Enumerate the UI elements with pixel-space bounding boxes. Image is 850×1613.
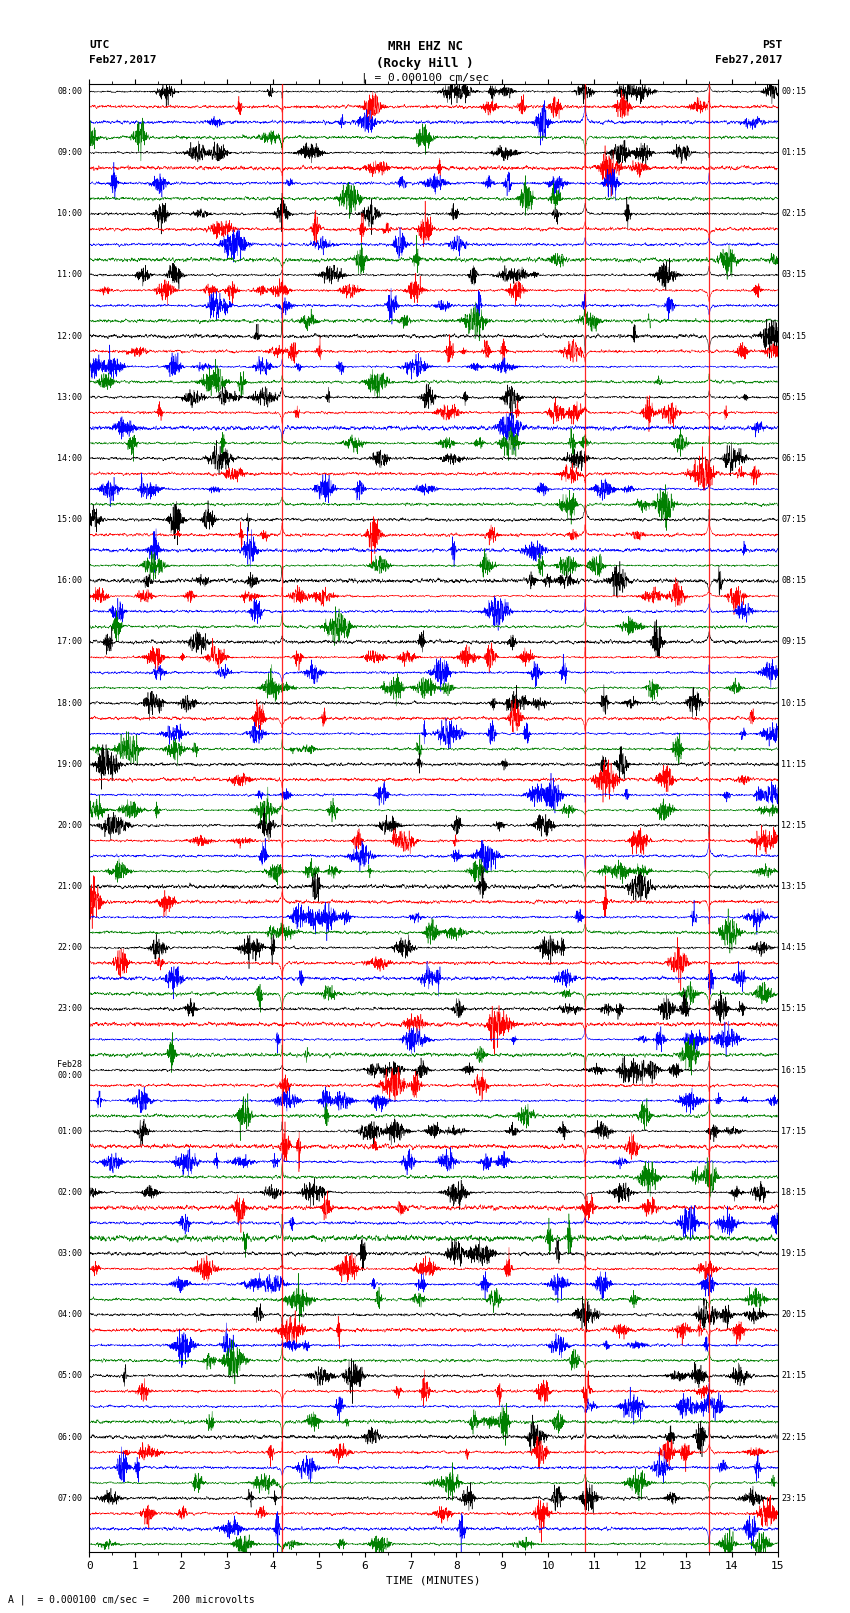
Text: 23:00: 23:00 <box>57 1005 82 1013</box>
Text: 08:15: 08:15 <box>781 576 806 586</box>
Text: 20:00: 20:00 <box>57 821 82 831</box>
Text: 13:00: 13:00 <box>57 394 82 402</box>
Text: 23:15: 23:15 <box>781 1494 806 1503</box>
Text: 11:15: 11:15 <box>781 760 806 769</box>
Text: 16:00: 16:00 <box>57 576 82 586</box>
Text: 05:15: 05:15 <box>781 394 806 402</box>
Text: (Rocky Hill ): (Rocky Hill ) <box>377 56 473 69</box>
Text: 06:15: 06:15 <box>781 453 806 463</box>
Text: 22:00: 22:00 <box>57 944 82 952</box>
Text: 16:15: 16:15 <box>781 1066 806 1074</box>
Text: UTC: UTC <box>89 40 110 50</box>
Text: 17:15: 17:15 <box>781 1127 806 1136</box>
Text: 10:15: 10:15 <box>781 698 806 708</box>
Text: 00:15: 00:15 <box>781 87 806 97</box>
Text: Feb27,2017: Feb27,2017 <box>715 55 782 65</box>
Text: 15:00: 15:00 <box>57 515 82 524</box>
Text: 03:15: 03:15 <box>781 271 806 279</box>
Text: 01:00: 01:00 <box>57 1127 82 1136</box>
Text: 06:00: 06:00 <box>57 1432 82 1442</box>
Text: 17:00: 17:00 <box>57 637 82 647</box>
Text: 14:00: 14:00 <box>57 453 82 463</box>
Text: 21:00: 21:00 <box>57 882 82 890</box>
Text: 14:15: 14:15 <box>781 944 806 952</box>
Text: 13:15: 13:15 <box>781 882 806 890</box>
Text: A |  = 0.000100 cm/sec =    200 microvolts: A | = 0.000100 cm/sec = 200 microvolts <box>8 1594 255 1605</box>
Text: 12:00: 12:00 <box>57 332 82 340</box>
Text: 12:15: 12:15 <box>781 821 806 831</box>
Text: 15:15: 15:15 <box>781 1005 806 1013</box>
Text: 21:15: 21:15 <box>781 1371 806 1381</box>
Text: 10:00: 10:00 <box>57 210 82 218</box>
Text: PST: PST <box>762 40 782 50</box>
Text: 19:00: 19:00 <box>57 760 82 769</box>
Text: 05:00: 05:00 <box>57 1371 82 1381</box>
Text: 09:15: 09:15 <box>781 637 806 647</box>
Text: Feb28
00:00: Feb28 00:00 <box>57 1060 82 1079</box>
Text: Feb27,2017: Feb27,2017 <box>89 55 156 65</box>
Text: 03:00: 03:00 <box>57 1248 82 1258</box>
Text: 18:15: 18:15 <box>781 1187 806 1197</box>
Text: | = 0.000100 cm/sec: | = 0.000100 cm/sec <box>361 73 489 84</box>
Text: 04:00: 04:00 <box>57 1310 82 1319</box>
Text: 02:00: 02:00 <box>57 1187 82 1197</box>
Text: 11:00: 11:00 <box>57 271 82 279</box>
Text: 07:15: 07:15 <box>781 515 806 524</box>
Text: 19:15: 19:15 <box>781 1248 806 1258</box>
Text: 02:15: 02:15 <box>781 210 806 218</box>
Text: 07:00: 07:00 <box>57 1494 82 1503</box>
Text: 22:15: 22:15 <box>781 1432 806 1442</box>
Text: MRH EHZ NC: MRH EHZ NC <box>388 40 462 53</box>
Text: 01:15: 01:15 <box>781 148 806 156</box>
Text: 04:15: 04:15 <box>781 332 806 340</box>
Text: 08:00: 08:00 <box>57 87 82 97</box>
Text: 18:00: 18:00 <box>57 698 82 708</box>
Text: 20:15: 20:15 <box>781 1310 806 1319</box>
Text: 09:00: 09:00 <box>57 148 82 156</box>
X-axis label: TIME (MINUTES): TIME (MINUTES) <box>386 1576 481 1586</box>
